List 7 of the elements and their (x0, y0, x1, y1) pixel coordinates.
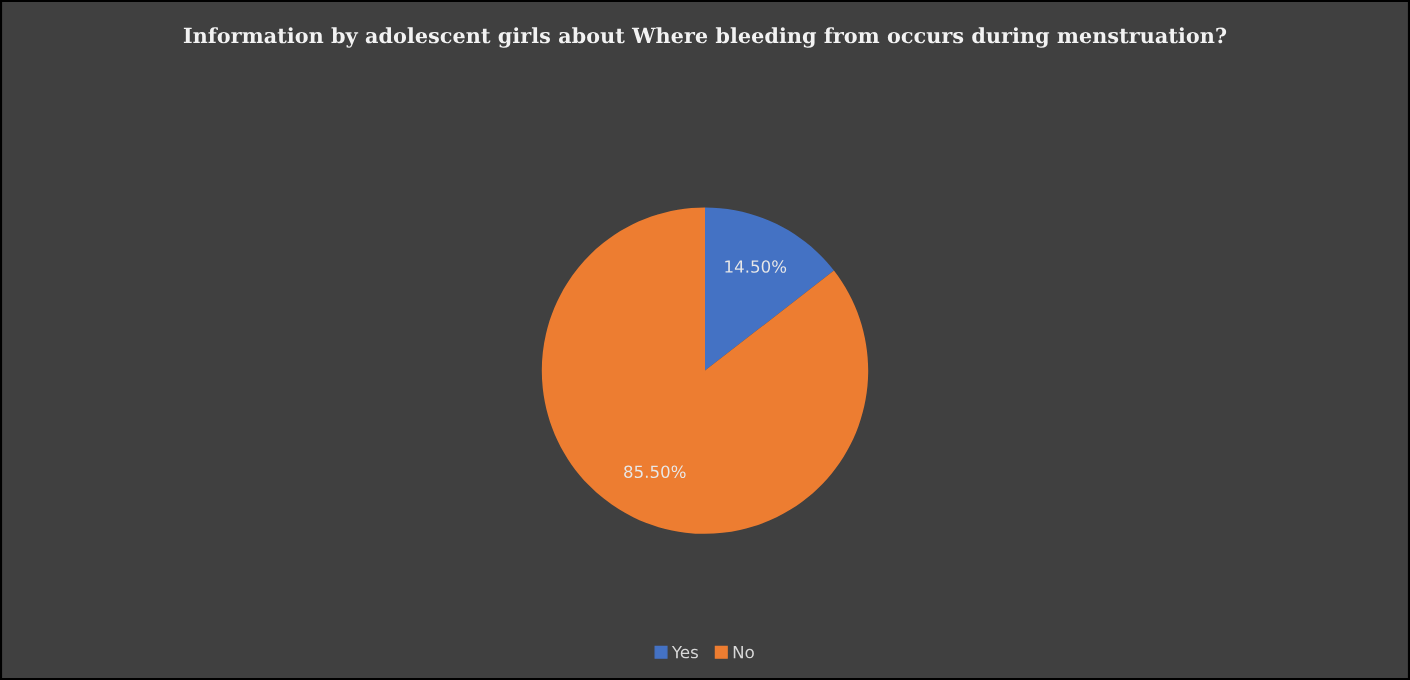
legend-label: Yes (671, 645, 698, 659)
data-label: 14.50% (725, 260, 787, 273)
chart-title: Information by adolescent girls about Where bleeding from occurs during menstruation? (183, 27, 1227, 48)
legend-label: No (733, 645, 754, 659)
pie-slice (541, 207, 869, 534)
pie-slice (705, 207, 834, 371)
data-label: 85.50% (624, 465, 686, 479)
